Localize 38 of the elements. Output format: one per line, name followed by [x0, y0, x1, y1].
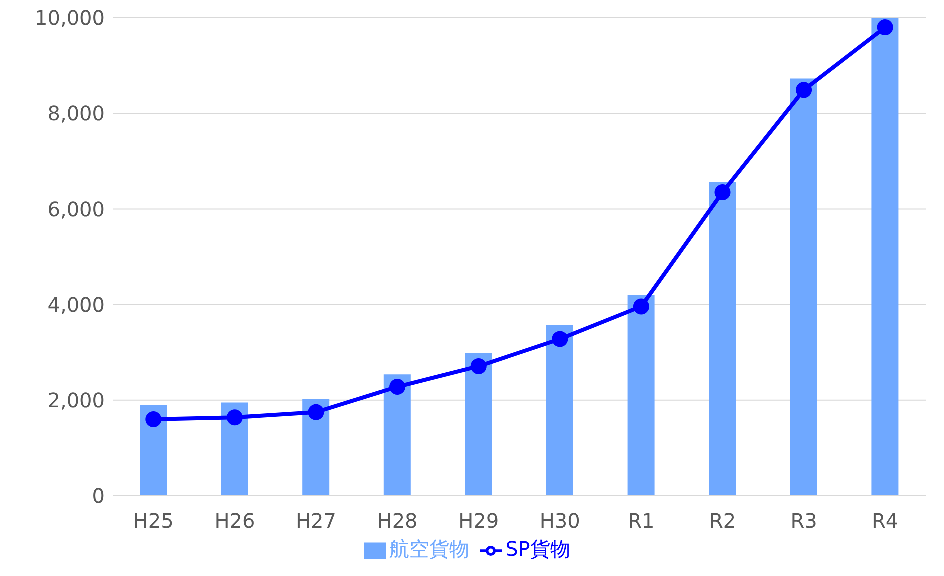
point — [877, 20, 894, 36]
bar — [221, 402, 248, 496]
y-tick-label: 8,000 — [48, 102, 105, 126]
y-tick-label: 4,000 — [48, 292, 105, 317]
point — [146, 412, 162, 428]
x-tick-label: H29 — [458, 509, 500, 534]
bar — [465, 354, 492, 496]
x-tick-label: H30 — [540, 509, 580, 534]
bar — [872, 18, 899, 496]
point — [552, 331, 568, 348]
x-tick-label: R4 — [872, 509, 899, 534]
bar — [140, 405, 167, 496]
bar — [790, 78, 818, 496]
x-tick-label: H25 — [133, 509, 174, 534]
bar — [302, 398, 330, 496]
point — [796, 82, 812, 98]
y-tick-label: 0 — [92, 484, 105, 508]
x-tick-label: R2 — [709, 509, 736, 534]
y-tick-label: 6,000 — [48, 197, 105, 222]
point — [308, 404, 324, 420]
bar — [628, 295, 655, 496]
legend-label: 航空貨物 — [390, 537, 470, 561]
x-tick-label: H27 — [296, 509, 336, 534]
y-tick-label: 10,000 — [35, 6, 105, 30]
point — [226, 410, 243, 426]
point — [390, 379, 406, 396]
x-tick-label: H28 — [377, 509, 418, 534]
x-tick-label: R1 — [628, 509, 655, 534]
point — [470, 358, 487, 374]
y-tick-label: 2,000 — [48, 388, 105, 412]
bar — [546, 325, 574, 496]
x-tick-label: H26 — [214, 509, 256, 534]
bar — [384, 374, 411, 496]
point — [633, 298, 650, 315]
point — [714, 184, 731, 200]
bar — [709, 182, 736, 496]
legend-label: SP貨物 — [506, 537, 570, 561]
x-tick-label: R3 — [790, 509, 818, 534]
